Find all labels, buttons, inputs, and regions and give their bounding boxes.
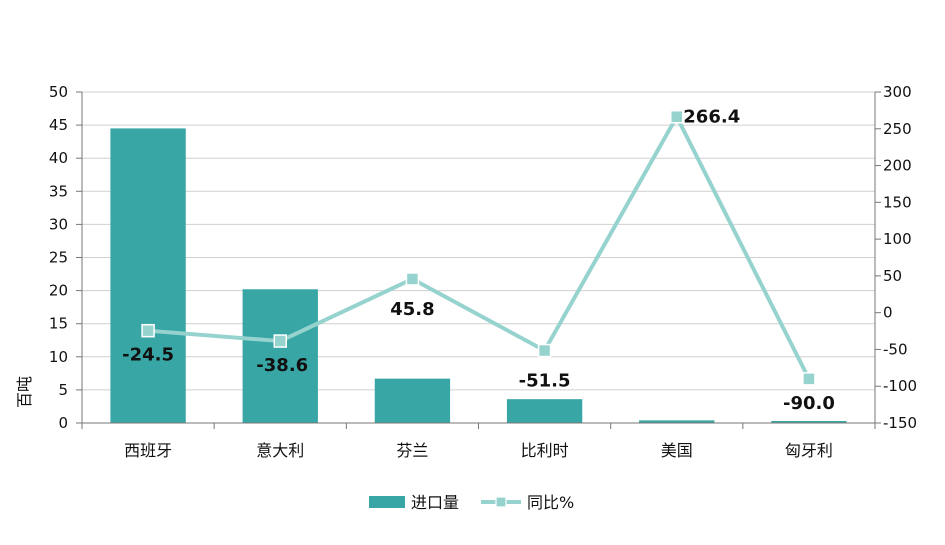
data-label: 266.4 — [683, 107, 740, 128]
bar — [639, 420, 715, 423]
y-tick-label: 25 — [49, 249, 68, 267]
y2-tick-label: 250 — [883, 120, 912, 138]
y2-tick-label: 150 — [883, 193, 912, 211]
y2-tick-label: -100 — [883, 377, 917, 395]
data-label: -90.0 — [783, 393, 835, 414]
legend: 进口量 同比% — [369, 493, 574, 512]
y-tick-label: 5 — [58, 381, 68, 399]
bar — [374, 378, 451, 423]
data-label: 45.8 — [390, 299, 434, 320]
y-tick-label: 30 — [49, 215, 68, 233]
data-labels: -24.5 -38.6 45.8 -51.5 266.4 -90.0 — [122, 107, 835, 414]
y-tick-label: 0 — [58, 414, 68, 432]
legend-label-bar: 进口量 — [411, 493, 459, 512]
bar-series — [110, 128, 847, 423]
legend-label-line: 同比% — [527, 493, 574, 512]
bar — [506, 399, 583, 423]
x-tick-label: 比利时 — [521, 441, 569, 460]
x-tick-label: 美国 — [661, 441, 693, 460]
grid-lines — [82, 91, 875, 391]
x-tick-label: 意大利 — [256, 441, 304, 460]
y-tick-label: 40 — [49, 149, 68, 167]
y2-tick-label: 0 — [883, 304, 893, 322]
data-label: -24.5 — [122, 345, 174, 366]
line-point — [273, 334, 287, 348]
y-tick-label: 20 — [49, 282, 68, 300]
data-label: -51.5 — [519, 371, 571, 392]
y-tick-label: 10 — [49, 348, 68, 366]
y2-tick-label: 300 — [883, 83, 912, 101]
y-axis-label: 百吨 — [15, 376, 34, 408]
bar — [110, 128, 186, 423]
y2-tick-label: -50 — [883, 340, 908, 358]
y2-tick-label: 50 — [883, 267, 902, 285]
bar — [771, 421, 847, 423]
y-tick-label: 15 — [49, 315, 68, 333]
x-tick-label: 匈牙利 — [785, 441, 833, 460]
line-point — [141, 323, 155, 338]
bar — [242, 289, 318, 423]
axes: 0 5 10 15 20 25 30 35 40 45 50 -150 -100 -50 0 50 100 150… — [49, 83, 917, 460]
legend-swatch-marker — [495, 496, 507, 508]
y2-tick-label: 200 — [883, 157, 912, 175]
y-tick-label: 35 — [49, 182, 68, 200]
x-tick-label: 芬兰 — [396, 441, 428, 460]
legend-swatch-bar — [369, 496, 405, 508]
y2-tick-label: -150 — [883, 414, 917, 432]
data-label: -38.6 — [256, 355, 308, 376]
line-series — [141, 109, 816, 386]
line-point — [802, 372, 816, 386]
line-point — [537, 343, 552, 358]
y2-tick-label: 100 — [883, 230, 912, 248]
line-point — [405, 272, 420, 286]
line-path — [147, 114, 811, 380]
y-tick-label: 50 — [49, 83, 68, 101]
line-point — [670, 109, 684, 124]
y-tick-label: 45 — [49, 116, 68, 134]
x-tick-label: 西班牙 — [124, 441, 172, 460]
